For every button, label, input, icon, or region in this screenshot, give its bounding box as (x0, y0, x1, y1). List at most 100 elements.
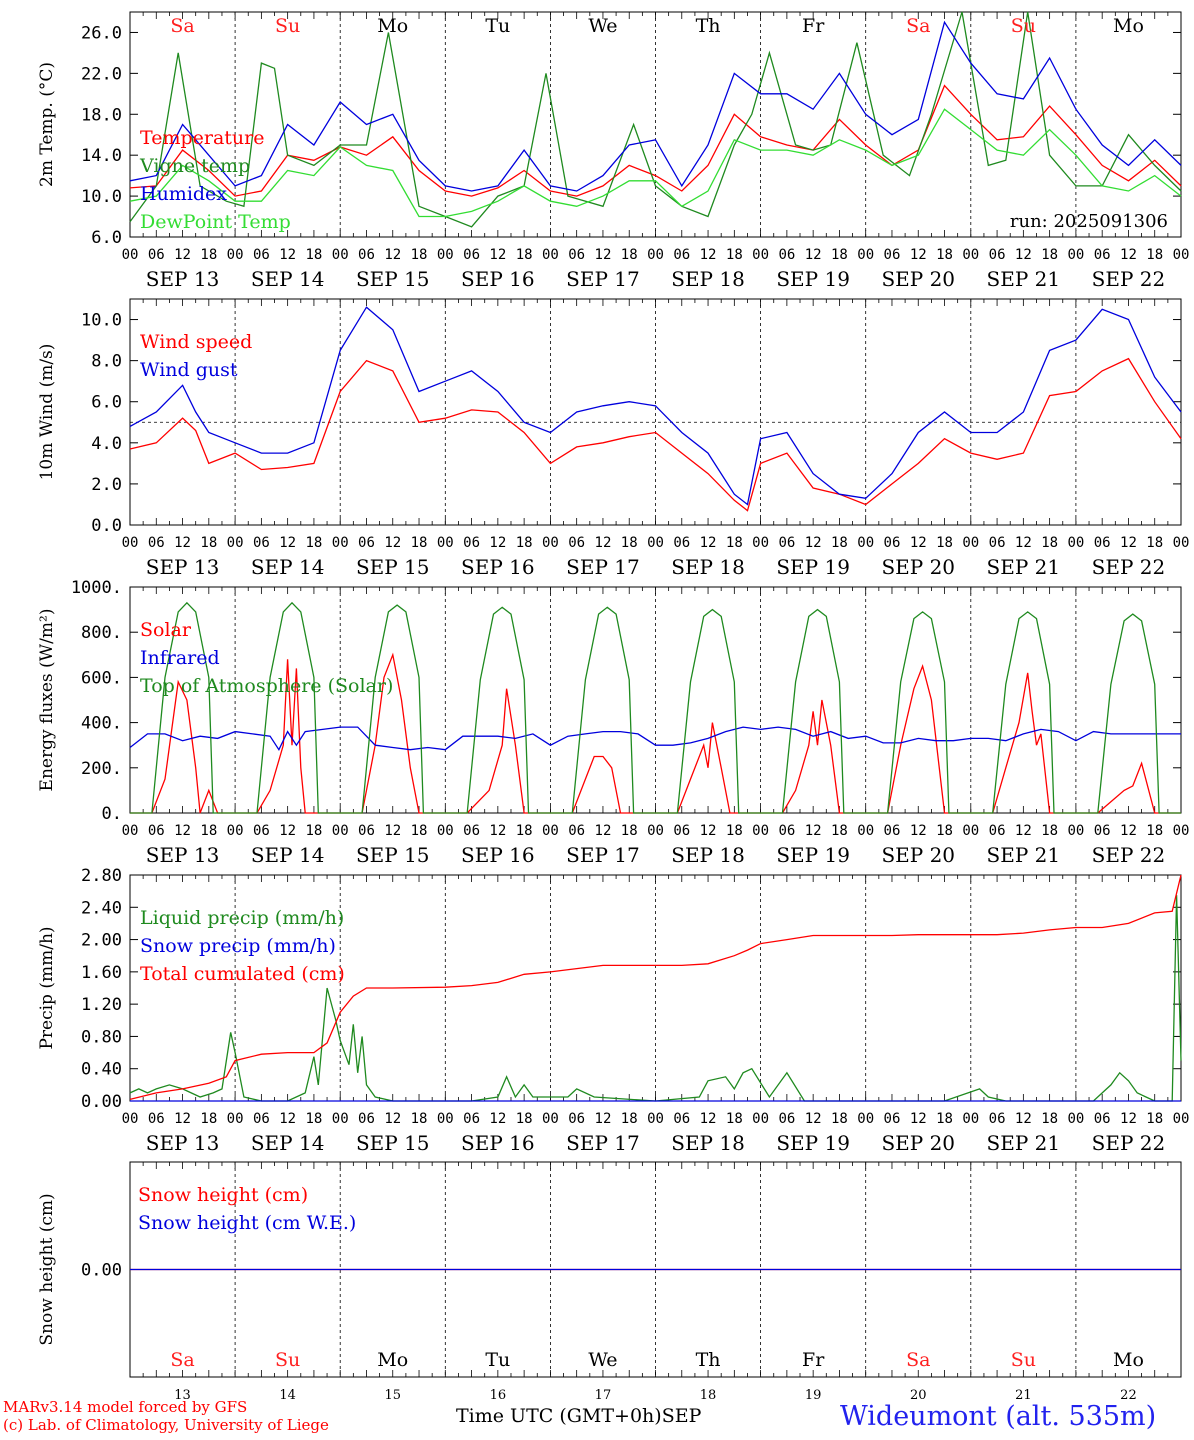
hour-tick-label: 18 (936, 247, 953, 263)
hour-tick-label: 12 (174, 823, 191, 839)
hour-tick-label: 12 (174, 247, 191, 263)
legend-entry: Humidex (140, 183, 227, 205)
date-label: SEP 22 (1092, 843, 1166, 867)
hour-tick-label: 18 (726, 1111, 743, 1127)
day-number-label: 15 (384, 1388, 401, 1403)
hour-tick-label: 18 (621, 535, 638, 551)
hour-tick-label: 18 (621, 823, 638, 839)
y-axis-label: 10m Wind (m/s) (37, 344, 57, 481)
hour-tick-label: 12 (489, 535, 506, 551)
hour-tick-label: 12 (910, 1111, 927, 1127)
date-label: SEP 21 (987, 843, 1061, 867)
y-tick-label: 600. (81, 668, 122, 688)
legend-entry: Total cumulated (cm) (140, 963, 345, 985)
hour-tick-label: 00 (227, 1111, 244, 1127)
day-of-week-label: We (588, 15, 617, 37)
y-tick-label: 1.20 (81, 995, 122, 1015)
hour-tick-label: 00 (857, 247, 874, 263)
hour-tick-label: 06 (253, 535, 270, 551)
y-tick-label: 0. (102, 804, 122, 824)
day-number-label: 13 (174, 1388, 191, 1403)
hour-tick-label: 18 (1146, 535, 1163, 551)
credits: MARv3.14 model forced by GFS (c) Lab. of… (3, 1398, 329, 1434)
date-label: SEP 22 (1092, 267, 1166, 291)
hour-tick-label: 12 (910, 535, 927, 551)
hour-tick-label: 06 (568, 823, 585, 839)
hour-tick-label: 18 (1146, 823, 1163, 839)
hour-tick-label: 06 (463, 247, 480, 263)
series-line-temperature (129, 84, 1182, 197)
y-tick-label: 6.0 (91, 228, 122, 248)
hour-tick-label: 06 (253, 823, 270, 839)
series-line-vigne-temp (129, 11, 1182, 228)
hour-tick-label: 06 (1094, 823, 1111, 839)
date-label: SEP 16 (461, 555, 535, 579)
date-label: SEP 21 (987, 1131, 1061, 1155)
hour-tick-label: 06 (673, 535, 690, 551)
legend-entry: Solar (140, 619, 192, 641)
date-label: SEP 15 (356, 1131, 430, 1155)
y-tick-label: 0.00 (81, 1092, 122, 1112)
hour-tick-label: 12 (910, 247, 927, 263)
hour-tick-label: 12 (384, 1111, 401, 1127)
hour-tick-label: 06 (463, 823, 480, 839)
date-label: SEP 17 (566, 843, 640, 867)
day-of-week-label: Sa (170, 1349, 194, 1371)
hour-tick-label: 18 (1041, 535, 1058, 551)
hour-tick-label: 06 (463, 535, 480, 551)
series-line-top-of-atmosphere-solar- (130, 601, 1181, 814)
date-label: SEP 15 (356, 267, 430, 291)
credits-line-2: (c) Lab. of Climatology, University of L… (3, 1416, 329, 1434)
hour-tick-label: 06 (778, 1111, 795, 1127)
legend-entry: Snow precip (mm/h) (140, 935, 336, 957)
hour-tick-label: 00 (332, 1111, 349, 1127)
hour-tick-label: 06 (778, 535, 795, 551)
date-label: SEP 14 (251, 1131, 325, 1155)
hour-tick-label: 00 (1067, 247, 1084, 263)
date-label: SEP 17 (566, 1131, 640, 1155)
hour-tick-label: 18 (726, 823, 743, 839)
hour-tick-label: 06 (568, 535, 585, 551)
series-line-humidex (129, 20, 1182, 192)
hour-tick-label: 12 (805, 535, 822, 551)
time-utc-label: Time UTC (GMT+0h) (456, 1405, 662, 1427)
date-label: SEP 19 (776, 267, 850, 291)
legend-entry: Top of Atmosphere (Solar) (140, 675, 393, 697)
hour-tick-label: 00 (647, 535, 664, 551)
legend-entry: DewPoint Temp (140, 211, 291, 233)
legend-entry: Wind gust (140, 359, 238, 381)
hour-tick-label: 12 (700, 823, 717, 839)
hour-tick-label: 18 (516, 1111, 533, 1127)
hour-tick-label: 00 (437, 823, 454, 839)
date-label: SEP 21 (987, 555, 1061, 579)
hour-tick-label: 12 (1120, 823, 1137, 839)
date-label: SEP 20 (881, 555, 955, 579)
hour-tick-label: 12 (700, 535, 717, 551)
hour-tick-label: 06 (1094, 247, 1111, 263)
y-tick-label: 200. (81, 759, 122, 779)
date-label: SEP 17 (566, 267, 640, 291)
legend-entry: Temperature (140, 127, 264, 149)
y-tick-label: 800. (81, 623, 122, 643)
date-label: SEP 13 (146, 555, 220, 579)
hour-tick-label: 06 (989, 247, 1006, 263)
legend-entry: Infrared (140, 647, 220, 669)
legend-entry: Vigne temp (139, 155, 250, 177)
hour-tick-label: 06 (148, 823, 165, 839)
hour-tick-label: 12 (595, 823, 612, 839)
hour-tick-label: 18 (726, 535, 743, 551)
hour-tick-label: 18 (305, 535, 322, 551)
hour-tick-label: 00 (857, 535, 874, 551)
station-label: Wideumont (alt. 535m) (840, 1401, 1157, 1432)
y-tick-label: 2.40 (81, 898, 122, 918)
date-label: SEP 19 (776, 1131, 850, 1155)
x-axis-time-label: Time UTC (GMT+0h)SEP (456, 1405, 701, 1427)
hour-tick-label: 12 (384, 535, 401, 551)
hour-tick-label: 00 (542, 247, 559, 263)
hour-tick-label: 12 (1015, 535, 1032, 551)
hour-tick-label: 06 (673, 247, 690, 263)
hour-tick-label: 00 (227, 535, 244, 551)
hour-tick-label: 00 (542, 1111, 559, 1127)
date-label: SEP 14 (251, 843, 325, 867)
